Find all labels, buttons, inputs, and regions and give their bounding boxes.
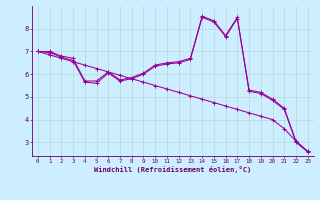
X-axis label: Windchill (Refroidissement éolien,°C): Windchill (Refroidissement éolien,°C) — [94, 166, 252, 173]
